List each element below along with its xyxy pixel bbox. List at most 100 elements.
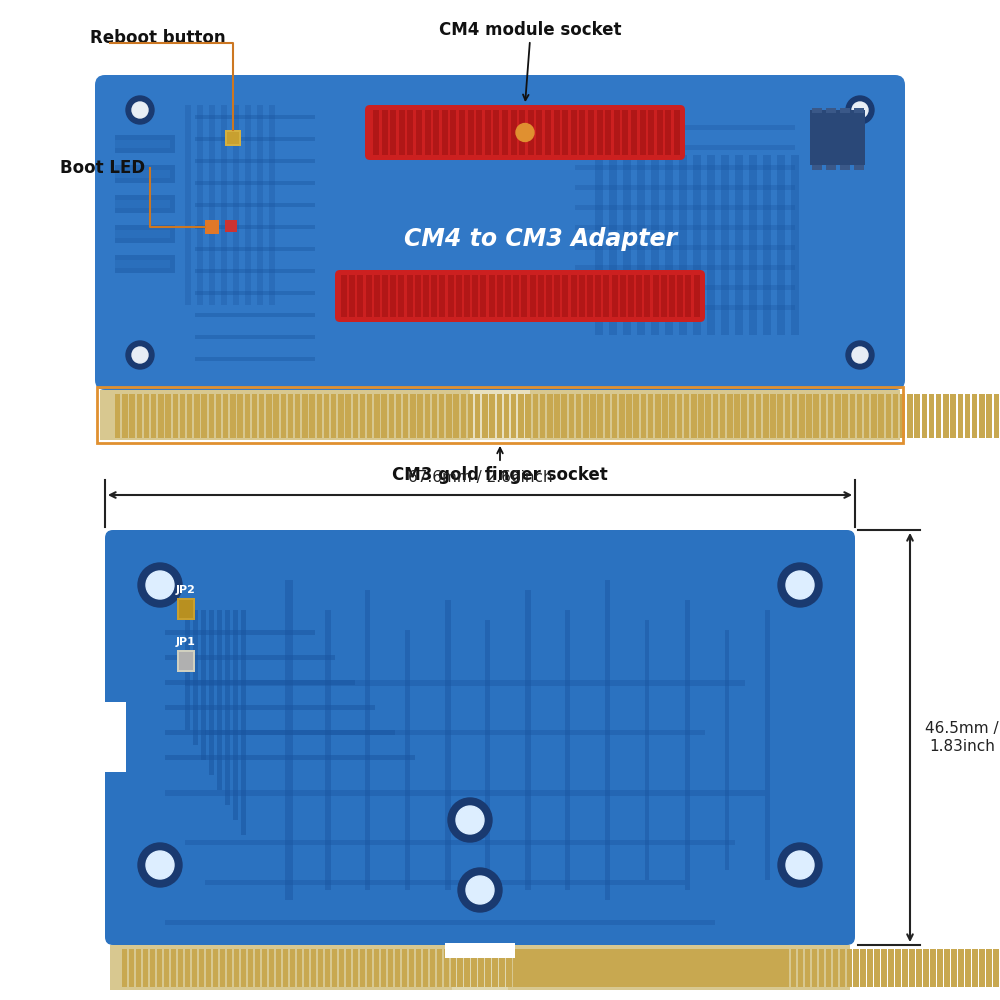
Bar: [597, 110, 603, 155]
Bar: [201, 610, 206, 760]
Bar: [778, 394, 783, 438]
Circle shape: [132, 347, 148, 363]
Bar: [909, 949, 915, 987]
Bar: [651, 949, 656, 987]
Bar: [565, 610, 570, 890]
Bar: [819, 949, 824, 987]
Bar: [686, 949, 691, 987]
Bar: [700, 949, 705, 987]
Bar: [950, 394, 956, 438]
Bar: [598, 394, 603, 438]
Bar: [233, 105, 239, 305]
Bar: [269, 105, 275, 305]
Bar: [604, 949, 610, 987]
Text: JP2: JP2: [176, 585, 196, 595]
Bar: [742, 394, 747, 438]
Bar: [575, 305, 795, 310]
Bar: [840, 108, 850, 113]
Bar: [493, 110, 499, 155]
Bar: [575, 185, 795, 190]
Bar: [283, 949, 288, 987]
Bar: [893, 394, 898, 438]
Bar: [707, 949, 712, 987]
Bar: [137, 394, 142, 438]
Bar: [165, 920, 715, 925]
Bar: [693, 949, 698, 987]
Bar: [195, 115, 315, 119]
Bar: [157, 949, 162, 987]
Bar: [374, 949, 379, 987]
Bar: [785, 394, 790, 438]
Bar: [805, 949, 810, 987]
Bar: [241, 949, 246, 987]
Bar: [546, 949, 551, 987]
Bar: [623, 155, 631, 335]
Bar: [575, 265, 795, 270]
Bar: [714, 949, 719, 987]
Bar: [245, 105, 251, 305]
Bar: [641, 394, 646, 438]
Bar: [744, 949, 749, 987]
Bar: [684, 394, 689, 438]
Bar: [612, 394, 617, 438]
Bar: [185, 610, 190, 730]
Bar: [395, 949, 400, 987]
Bar: [158, 394, 164, 438]
Bar: [318, 949, 323, 987]
Bar: [177, 650, 195, 672]
Bar: [144, 394, 149, 438]
Bar: [812, 949, 817, 987]
Bar: [923, 949, 929, 987]
Bar: [554, 275, 560, 317]
Bar: [900, 394, 905, 438]
Bar: [681, 949, 686, 987]
Bar: [115, 225, 175, 243]
Bar: [672, 949, 677, 987]
Bar: [115, 260, 170, 268]
Bar: [895, 949, 901, 987]
Bar: [716, 949, 721, 987]
Bar: [770, 949, 775, 987]
Bar: [255, 949, 260, 987]
Bar: [965, 949, 971, 987]
Bar: [792, 394, 797, 438]
Bar: [475, 394, 480, 438]
Bar: [763, 394, 768, 438]
Bar: [115, 255, 175, 273]
Bar: [485, 620, 490, 880]
Bar: [763, 949, 768, 987]
Bar: [442, 110, 448, 155]
Bar: [185, 105, 191, 305]
Bar: [648, 394, 653, 438]
Bar: [165, 680, 355, 685]
Bar: [644, 275, 650, 317]
Bar: [677, 275, 683, 317]
Bar: [667, 949, 672, 987]
Bar: [847, 949, 852, 987]
Bar: [545, 110, 551, 155]
Bar: [489, 275, 495, 317]
Bar: [165, 655, 335, 660]
Bar: [464, 275, 470, 317]
Bar: [195, 269, 315, 273]
Bar: [402, 949, 407, 987]
Bar: [511, 394, 516, 438]
Bar: [324, 394, 329, 438]
Bar: [115, 230, 170, 238]
Bar: [777, 155, 785, 335]
Bar: [677, 394, 682, 438]
Bar: [777, 394, 783, 438]
Bar: [195, 247, 315, 251]
Bar: [502, 110, 508, 155]
Text: JP1: JP1: [176, 637, 196, 647]
Bar: [777, 949, 782, 987]
Bar: [840, 165, 850, 170]
Text: CM4 module socket: CM4 module socket: [439, 21, 621, 39]
Bar: [209, 394, 214, 438]
Bar: [554, 110, 560, 155]
Bar: [234, 949, 239, 987]
Bar: [734, 394, 740, 438]
Bar: [734, 394, 740, 438]
Bar: [195, 335, 315, 339]
Bar: [252, 394, 257, 438]
